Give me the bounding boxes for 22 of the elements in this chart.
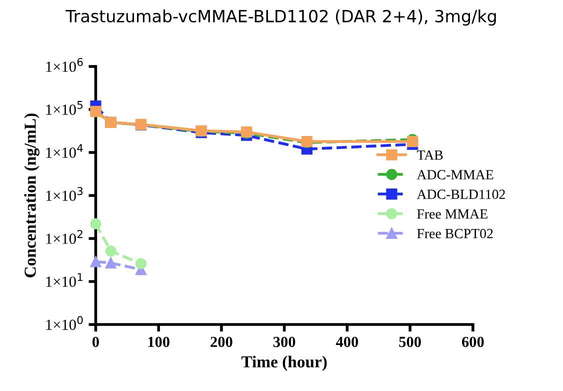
x-tick-label: 200: [210, 336, 232, 348]
y-tick-label: 1×10$^{3}$: [46, 187, 83, 201]
x-tick-label: 0: [92, 336, 99, 348]
legend-label: TAB: [416, 150, 443, 160]
x-tick-label: 600: [462, 336, 484, 348]
x-tick-label: 500: [399, 336, 421, 348]
x-tick-label: 100: [148, 336, 170, 348]
chart-title: Trastuzumab-vcMMAE-BLD1102 (DAR 2+4), 3mg/kg: [66, 10, 496, 26]
legend-label: Free BCPT02: [417, 228, 493, 238]
x-tick-label: 300: [273, 336, 296, 348]
x-tick-label: 400: [336, 336, 358, 348]
y-tick-label: 1×10$^{6}$: [46, 58, 83, 72]
y-tick-label: 1×10$^{5}$: [46, 101, 82, 115]
y-tick-label: 1×10$^{2}$: [46, 230, 82, 244]
y-tick-label: 1×10$^{4}$: [46, 144, 83, 158]
y-axis-title: Concentration (ng/mL): [24, 114, 40, 278]
y-tick-label: 1×10$^{0}$: [46, 316, 83, 330]
legend-label: ADC-MMAE: [416, 170, 494, 180]
y-tick-label: 1×10$^{1}$: [46, 273, 82, 287]
legend-label: ADC-BLD1102: [416, 190, 505, 200]
x-axis-title: Time (hour): [241, 356, 327, 371]
legend-label: Free MMAE: [417, 209, 488, 219]
